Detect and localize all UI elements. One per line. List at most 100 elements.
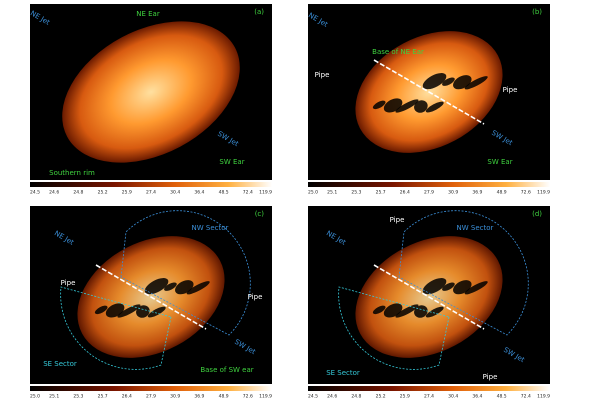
colorbar: [308, 182, 550, 187]
colorbar-tick-label: 36.4: [472, 394, 482, 400]
dark-filament: [372, 100, 386, 110]
colorbar-tick-label: 25.2: [376, 394, 386, 400]
colorbar-tick-label: 24.8: [351, 394, 361, 400]
annotation: NE Ear: [136, 10, 160, 18]
annotation: SW Ear: [487, 158, 512, 166]
colorbar-tick-label: 25.3: [351, 190, 361, 196]
colorbar-tick-label: 36.4: [194, 190, 204, 196]
colorbar-tick-label: 30.4: [170, 190, 180, 196]
colorbar-tick-label: 30.9: [170, 394, 180, 400]
dark-filament: [422, 73, 447, 90]
dark-filament: [425, 101, 444, 113]
colorbar-tick-label: 24.8: [73, 190, 83, 196]
nw-sector: [120, 210, 251, 336]
colorbar-tick-label: 27.4: [146, 190, 156, 196]
colorbar-tick-label: 30.4: [448, 394, 458, 400]
colorbar-tick-label: 24.5: [308, 394, 318, 400]
colorbar-tick-label: 72.4: [243, 190, 253, 196]
annotation: Base of NE Ear: [372, 48, 424, 56]
colorbar-tick-label: 24.5: [30, 190, 40, 196]
annotation: Pipe: [503, 86, 518, 94]
panel-label: (b): [532, 8, 542, 16]
colorbar: [30, 182, 272, 187]
colorbar-tick-label: 24.6: [327, 394, 337, 400]
colorbar-tick-label: 25.0: [308, 190, 318, 196]
panel-label: (d): [532, 210, 542, 218]
dark-filament: [464, 281, 488, 295]
colorbar-tick-label: 24.6: [49, 190, 59, 196]
se-sector: [338, 286, 450, 370]
dark-filament: [186, 281, 210, 295]
colorbar-tick-label: 72.4: [521, 394, 531, 400]
colorbar-tick-label: 25.1: [327, 190, 337, 196]
annotation: Pipe: [248, 293, 263, 301]
colorbar-tick-label: 25.7: [376, 190, 386, 196]
dark-filament: [442, 282, 455, 291]
colorbar-tick-label: 26.4: [400, 190, 410, 196]
dark-filament: [94, 305, 108, 315]
colorbar-tick-label: 25.9: [122, 190, 132, 196]
annotation: Pipe: [61, 279, 76, 287]
annotation: SE Sector: [326, 369, 360, 377]
colorbar-tick-label: 72.6: [521, 190, 531, 196]
panel-label: (c): [255, 210, 265, 218]
dark-filament: [395, 99, 419, 113]
colorbar-tick-label: 27.9: [146, 394, 156, 400]
dark-filament: [117, 304, 141, 318]
colorbar-tick-label: 25.2: [98, 190, 108, 196]
colorbar-tick-label: 48.9: [497, 190, 507, 196]
colorbar-tick-label: 36.9: [194, 394, 204, 400]
colorbar: [30, 386, 272, 391]
colorbar-tick-label: 25.9: [400, 394, 410, 400]
colorbar-tick-label: 36.9: [472, 190, 482, 196]
jet-line: [373, 59, 485, 125]
colorbar: [308, 386, 550, 391]
colorbar-tick-label: 25.0: [30, 394, 40, 400]
dark-filament: [414, 100, 428, 113]
colorbar-tick-label: 119.9: [537, 190, 550, 196]
annotation: Pipe: [390, 216, 405, 224]
dark-filament: [422, 278, 447, 295]
se-sector: [60, 286, 172, 370]
annotation: SE Sector: [43, 360, 77, 368]
dark-filament: [442, 77, 455, 86]
colorbar-tick-label: 25.3: [73, 394, 83, 400]
annotation: SW Ear: [219, 158, 244, 166]
jet-line: [95, 264, 207, 330]
panel-label: (a): [254, 8, 264, 16]
colorbar-tick-label: 119.9: [259, 190, 272, 196]
annotation: Pipe: [483, 373, 498, 381]
colorbar-tick-label: 48.5: [497, 394, 507, 400]
dark-filament: [395, 304, 419, 318]
nebula-body: [62, 21, 240, 163]
colorbar-tick-label: 119.9: [537, 394, 550, 400]
annotation: NW Sector: [457, 224, 494, 232]
colorbar-tick-label: 72.6: [243, 394, 253, 400]
dark-filament: [372, 305, 386, 315]
colorbar-tick-label: 27.9: [424, 190, 434, 196]
colorbar-tick-label: 26.4: [122, 394, 132, 400]
nw-sector: [398, 210, 529, 336]
dark-filament: [425, 306, 444, 318]
annotation: Pipe: [315, 71, 330, 79]
annotation: Base of SW ear: [200, 366, 253, 374]
annotation: NW Sector: [192, 224, 229, 232]
dark-filament: [147, 306, 166, 318]
colorbar-tick-label: 30.9: [448, 190, 458, 196]
annotation: Southern rim: [49, 169, 95, 177]
colorbar-tick-label: 25.7: [98, 394, 108, 400]
colorbar-tick-label: 119.9: [259, 394, 272, 400]
dark-filament: [144, 278, 169, 295]
colorbar-tick-label: 25.1: [49, 394, 59, 400]
colorbar-tick-label: 48.5: [219, 190, 229, 196]
colorbar-tick-label: 48.9: [219, 394, 229, 400]
colorbar-tick-label: 27.4: [424, 394, 434, 400]
nebula: [62, 21, 240, 163]
jet-line: [373, 264, 485, 330]
dark-filament: [164, 282, 177, 291]
